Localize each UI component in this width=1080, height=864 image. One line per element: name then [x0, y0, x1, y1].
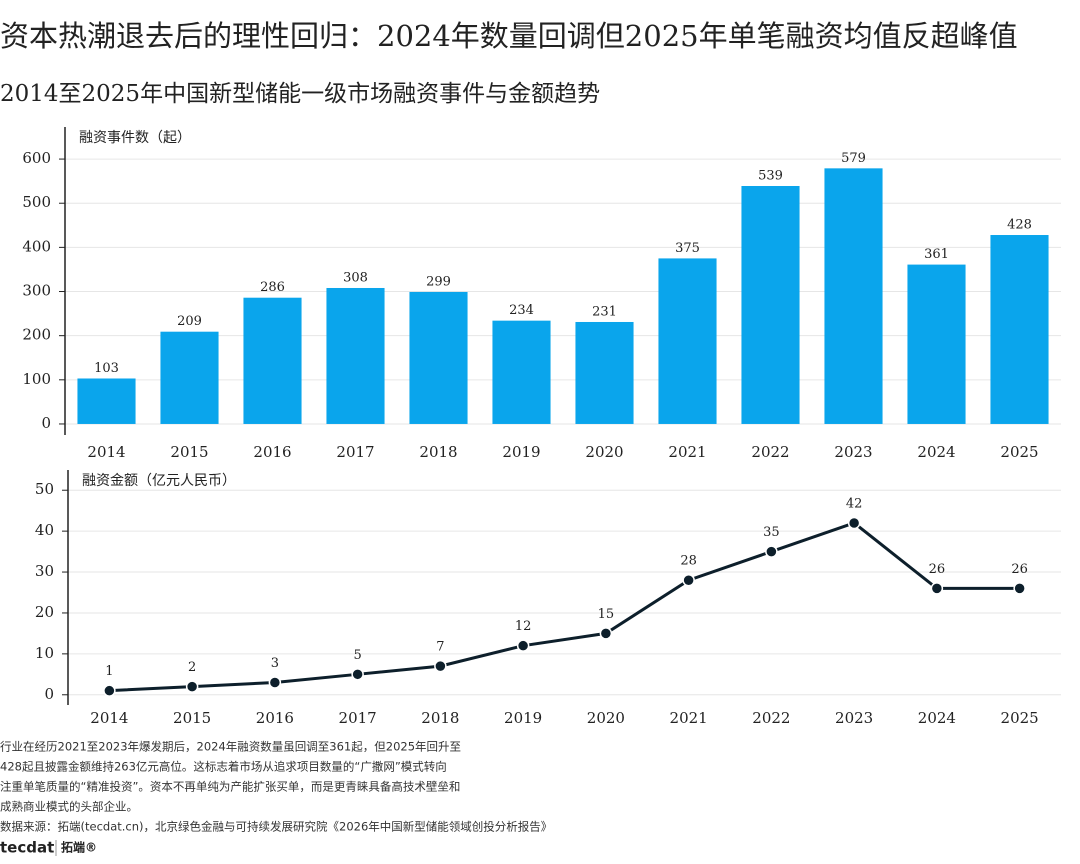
value-label: 35 — [763, 525, 780, 540]
y-tick-label: 30 — [35, 562, 54, 580]
marker — [268, 676, 282, 689]
y-tick-label: 0 — [44, 685, 54, 703]
bar — [575, 321, 634, 424]
x-tick-label: 2022 — [752, 709, 790, 727]
x-tick-label: 2021 — [668, 443, 706, 461]
y-tick-label: 20 — [35, 603, 54, 621]
y-tick-label: 200 — [22, 326, 51, 344]
y-tick-label: 0 — [41, 414, 51, 432]
value-label: 3 — [271, 656, 279, 671]
x-tick-label: 2017 — [339, 709, 377, 727]
y-tick-label: 100 — [22, 370, 51, 388]
marker — [847, 516, 861, 530]
marker — [930, 582, 944, 595]
value-label: 5 — [353, 648, 361, 663]
y-tick-label: 400 — [22, 237, 51, 255]
value-label: 12 — [515, 619, 532, 634]
y-tick-label: 40 — [35, 521, 54, 539]
x-tick-label: 2025 — [1001, 709, 1039, 727]
source: 数据来源：拓端(tecdat.cn)，北京绿色金融与可持续发展研究院《2026年… — [0, 820, 552, 834]
x-tick-label: 2015 — [173, 709, 211, 727]
bar — [409, 291, 468, 424]
value-label: 15 — [598, 607, 615, 622]
x-tick-label: 2014 — [87, 443, 125, 461]
marker — [682, 573, 695, 587]
note-line: 注重单笔质量的“精准投资”。资本不再单纯为产能扩张买单，而是更青睐具备高技术壁垒… — [0, 780, 460, 794]
x-tick-label: 2016 — [256, 709, 294, 727]
value-label: 2 — [188, 660, 196, 675]
x-tick-label: 2023 — [835, 709, 873, 727]
y-tick-label: 600 — [22, 149, 51, 167]
marker — [103, 684, 116, 697]
y-tick-label: 50 — [35, 480, 54, 498]
value-label: 361 — [924, 247, 949, 262]
value-label: 308 — [343, 270, 368, 285]
bar — [326, 287, 385, 424]
x-tick-label: 2017 — [336, 443, 374, 461]
marker — [516, 639, 530, 652]
note-line: 成熟商业模式的头部企业。 — [0, 800, 138, 814]
value-label: 579 — [841, 151, 866, 166]
marker — [185, 680, 199, 693]
x-tick-label: 2019 — [504, 709, 542, 727]
bar — [824, 168, 883, 424]
value-label: 234 — [509, 303, 534, 318]
value-label: 103 — [94, 361, 119, 376]
x-tick-label: 2015 — [170, 443, 208, 461]
y-tick-label: 300 — [22, 282, 51, 300]
main-title: 资本热潮退去后的理性回归：2024年数量回调但2025年单笔融资均值反超峰值 — [0, 19, 1018, 53]
x-tick-label: 2020 — [587, 709, 625, 727]
value-label: 1 — [105, 664, 113, 679]
value-label: 209 — [177, 314, 202, 329]
value-label: 286 — [260, 280, 285, 295]
x-tick-label: 2023 — [834, 443, 872, 461]
x-tick-label: 2022 — [751, 443, 789, 461]
x-tick-label: 2018 — [421, 709, 459, 727]
y-tick-label: 10 — [35, 644, 54, 662]
bar — [77, 378, 136, 424]
x-tick-label: 2021 — [670, 709, 708, 727]
marker — [599, 627, 613, 640]
x-tick-label: 2014 — [90, 709, 128, 727]
note-line: 428起且披露金额维持263亿元高位。这标志着市场从追求项目数量的“广撒网”模式… — [0, 760, 447, 774]
bar — [160, 331, 219, 424]
x-tick-label: 2020 — [585, 443, 623, 461]
value-label: 428 — [1007, 218, 1032, 233]
value-label: 375 — [675, 241, 700, 256]
value-label: 28 — [680, 554, 697, 569]
y-tick-label: 500 — [22, 193, 51, 211]
x-tick-label: 2025 — [1000, 443, 1038, 461]
x-tick-label: 2024 — [918, 709, 956, 727]
bar — [990, 235, 1049, 424]
marker — [351, 668, 364, 681]
value-label: 26 — [1011, 562, 1028, 577]
bar — [658, 258, 717, 424]
line — [109, 521, 1020, 693]
logo: 拓端® — [61, 840, 97, 855]
note-line: 行业在经历2021至2023年爆发期后，2024年融资数量虽回调至361起，但2… — [0, 740, 461, 754]
bar — [243, 297, 302, 424]
value-label: 7 — [436, 640, 444, 655]
x-tick-label: 2018 — [419, 443, 457, 461]
value-label: 299 — [426, 274, 451, 289]
marker — [1013, 582, 1026, 595]
subtitle: 2014至2025年中国新型储能一级市场融资事件与金额趋势 — [0, 81, 600, 107]
y-axis-label: 融资事件数（起） — [79, 130, 191, 146]
marker — [765, 545, 778, 558]
value-label: 42 — [846, 496, 863, 511]
x-tick-label: 2016 — [253, 443, 291, 461]
value-label: 231 — [592, 304, 617, 319]
bar — [492, 320, 551, 424]
y-axis-label: 融资金额（亿元人民币） — [82, 473, 236, 489]
x-tick-label: 2024 — [917, 443, 955, 461]
bar — [741, 186, 800, 424]
logo: tecdat — [0, 839, 54, 857]
bar — [907, 264, 966, 424]
marker — [434, 659, 447, 673]
value-label: 26 — [929, 562, 946, 577]
value-label: 539 — [758, 169, 783, 184]
x-tick-label: 2019 — [502, 443, 540, 461]
